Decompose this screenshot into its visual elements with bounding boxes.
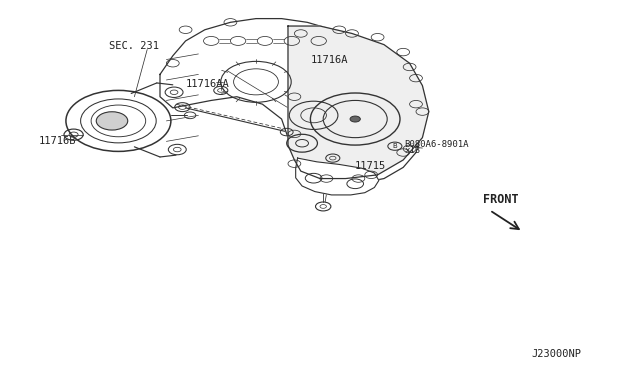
Text: FRONT: FRONT (483, 193, 519, 206)
Text: x13: x13 (404, 146, 420, 155)
Circle shape (96, 112, 128, 130)
Text: B080A6-8901A: B080A6-8901A (404, 140, 469, 149)
Text: 11716B: 11716B (38, 136, 76, 145)
Text: SEC. 231: SEC. 231 (109, 41, 159, 51)
Text: B: B (392, 143, 397, 149)
Text: 11715: 11715 (355, 161, 387, 171)
Text: 11716A: 11716A (310, 55, 348, 64)
Text: J23000NP: J23000NP (531, 349, 581, 359)
Circle shape (350, 116, 360, 122)
Polygon shape (160, 19, 422, 182)
Polygon shape (296, 158, 379, 195)
Text: 11716AA: 11716AA (186, 79, 229, 89)
Polygon shape (288, 26, 429, 179)
